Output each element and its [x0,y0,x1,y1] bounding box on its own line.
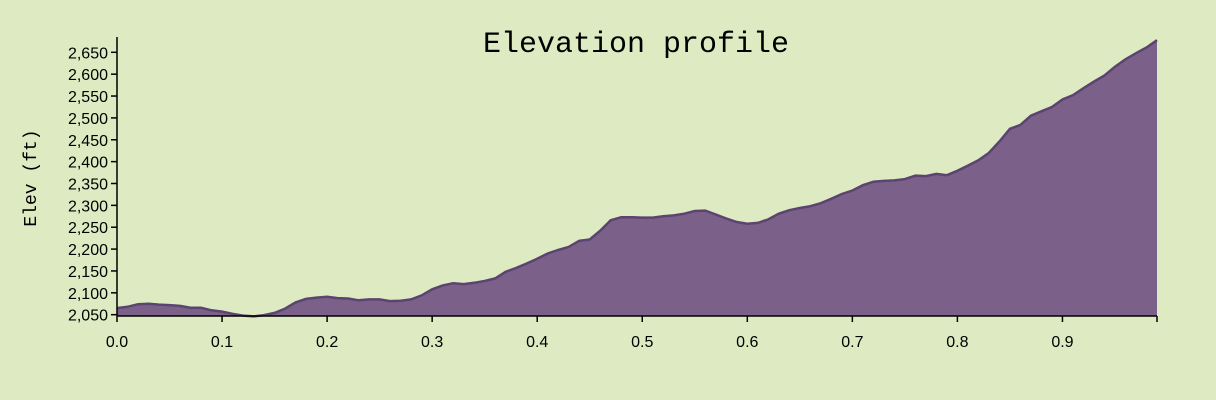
x-tick-label: 0.3 [421,334,443,351]
x-tick-label: 0.2 [316,334,338,351]
x-ticks: 0.0 0.1 0.2 0.3 0.4 0.5 0.6 0.7 0.8 0.9 [106,316,1158,351]
x-tick-label: 0.9 [1051,334,1073,351]
y-tick-label: 2,150 [68,264,108,281]
y-axis-label: Elev (ft) [22,129,42,226]
y-tick-label: 2,450 [68,133,108,150]
elevation-area [117,40,1157,317]
x-tick-label: 0.6 [736,334,758,351]
plot-area [116,39,1158,318]
x-tick-label: 0.0 [106,334,128,351]
y-tick-label: 2,400 [68,155,108,172]
y-tick-label: 2,100 [68,286,108,303]
y-tick-label: 2,550 [68,89,108,106]
y-tick-label: 2,200 [68,242,108,259]
x-tick-label: 0.5 [631,334,653,351]
y-ticks: 2,050 2,100 2,150 2,200 2,250 2,300 2,350 2,400… [68,45,117,325]
x-tick-label: 0.7 [841,334,863,351]
y-tick-label: 2,050 [68,308,108,325]
elevation-line [116,39,1158,318]
x-tick-label: 0.4 [526,334,548,351]
y-tick-label: 2,650 [68,45,108,62]
y-tick-label: 2,350 [68,176,108,193]
y-tick-label: 2,300 [68,198,108,215]
y-tick-label: 2,600 [68,67,108,84]
y-tick-label: 2,500 [68,111,108,128]
y-tick-label: 2,250 [68,220,108,237]
chart-title: Elevation profile [483,28,789,62]
x-tick-label: 0.8 [946,334,968,351]
x-tick-label: 0.1 [211,334,233,351]
axes [116,37,1157,317]
